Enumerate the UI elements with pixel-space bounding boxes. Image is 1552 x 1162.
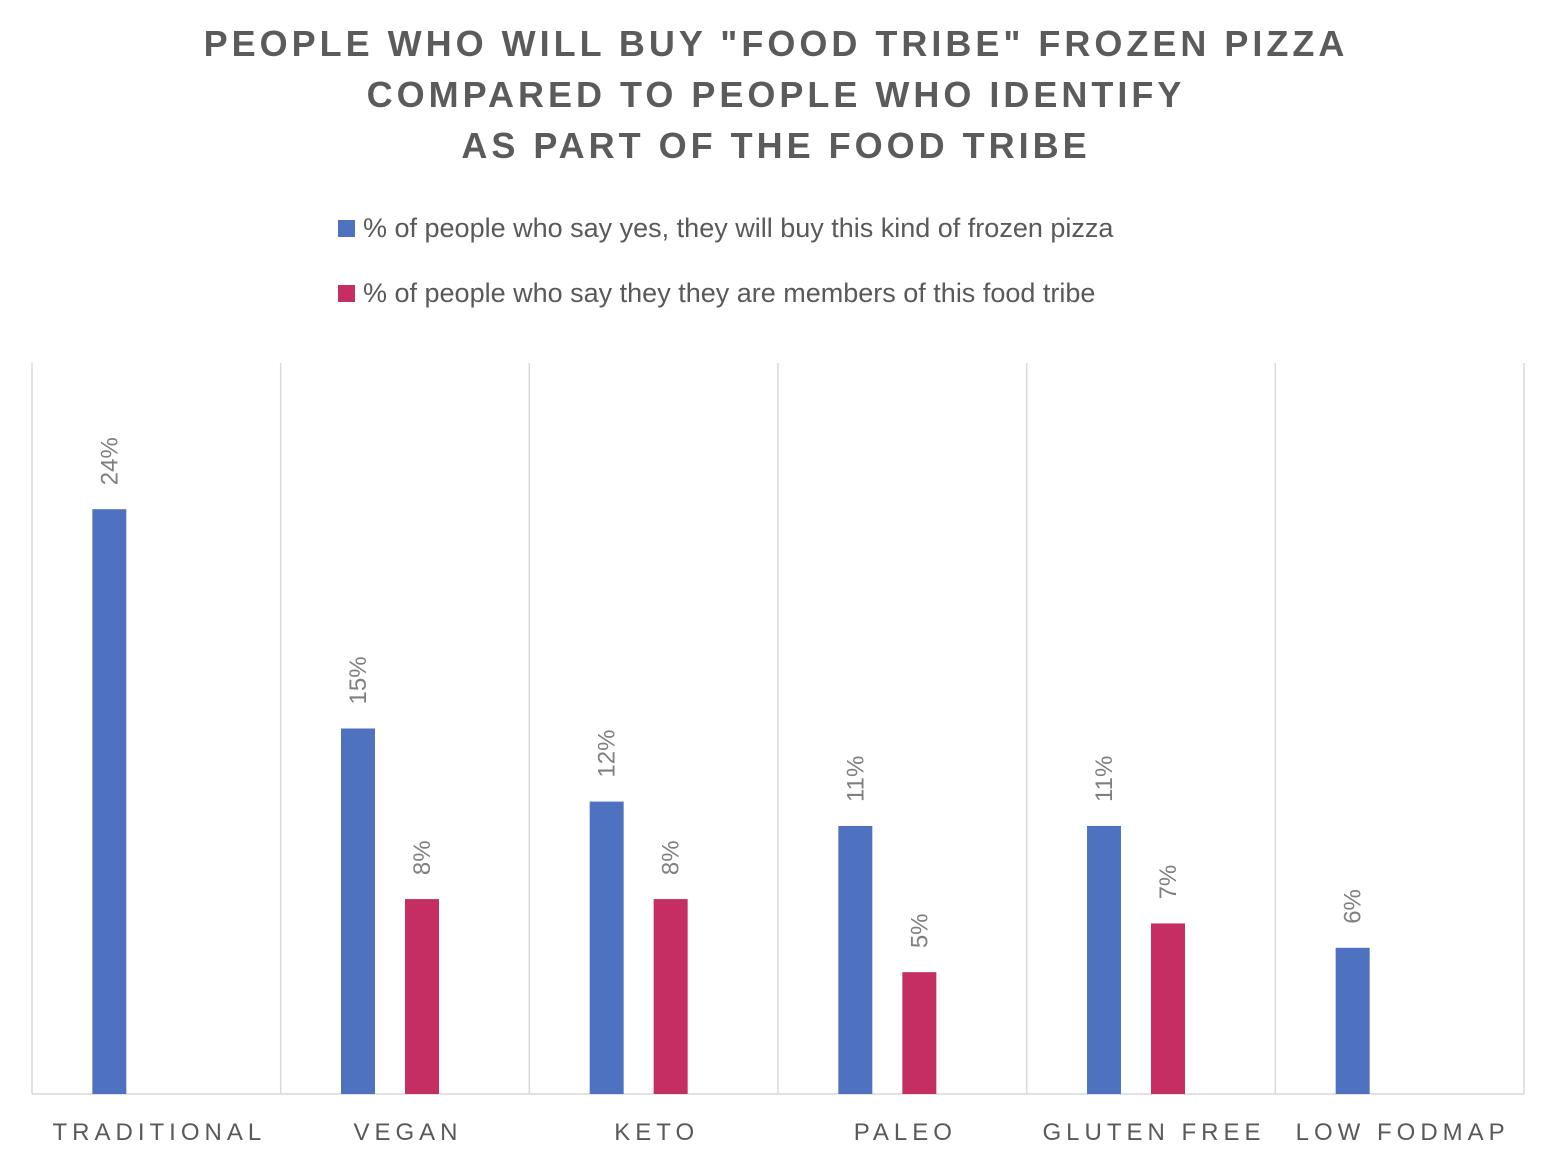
data-label-members-paleo: 5% — [906, 913, 933, 948]
legend-label-buy: % of people who say yes, they will buy t… — [363, 212, 1114, 243]
data-label-buy-vegan: 15% — [345, 656, 372, 704]
legend-swatch-members — [338, 284, 355, 302]
category-label-keto: KETO — [614, 1119, 699, 1146]
data-label-buy-traditional: 24% — [96, 437, 123, 485]
data-label-buy-paleo: 11% — [842, 756, 869, 802]
data-label-buy-low-fodmap: 6% — [1340, 889, 1367, 924]
data-label-members-vegan: 8% — [409, 840, 436, 875]
category-label-traditional: TRADITIONAL — [52, 1119, 266, 1146]
bar-members-gluten-free — [1151, 923, 1185, 1094]
legend-item-buy: % of people who say yes, they will buy t… — [338, 206, 1113, 250]
bar-buy-paleo — [838, 825, 873, 1094]
bar-buy-vegan — [341, 728, 375, 1094]
bar-members-vegan — [405, 899, 439, 1094]
bar-members-paleo — [902, 972, 937, 1094]
chart-title-line-3: AS PART OF THE FOOD TRIBE — [461, 125, 1091, 166]
data-label-members-gluten-free: 7% — [1155, 865, 1182, 900]
data-label-members-keto: 8% — [658, 840, 685, 875]
category-label-low-fodmap: LOW FODMAP — [1296, 1119, 1510, 1146]
data-label-buy-gluten-free: 11% — [1091, 756, 1118, 802]
legend-label-members: % of people who say they they are member… — [363, 277, 1096, 308]
bar-members-keto — [653, 899, 688, 1094]
legend-swatch-buy — [338, 219, 355, 237]
category-label-paleo: PALEO — [854, 1119, 957, 1146]
legend-item-members: % of people who say they they are member… — [338, 271, 1113, 315]
chart-title-line-2: COMPARED TO PEOPLE WHO IDENTIFY — [366, 74, 1186, 115]
data-label-buy-keto: 12% — [594, 730, 621, 778]
chart-legend: % of people who say yes, they will buy t… — [338, 206, 1113, 336]
category-label-gluten-free: GLUTEN FREE — [1042, 1119, 1265, 1146]
category-label-vegan: VEGAN — [353, 1119, 462, 1146]
bar-buy-low-fodmap — [1335, 947, 1370, 1094]
chart-title-line-1: PEOPLE WHO WILL BUY "FOOD TRIBE" FROZEN … — [203, 23, 1349, 64]
chart-title: PEOPLE WHO WILL BUY "FOOD TRIBE" FROZEN … — [0, 18, 1552, 171]
bar-buy-keto — [589, 801, 624, 1094]
bar-buy-traditional — [92, 509, 127, 1094]
bar-buy-gluten-free — [1087, 825, 1121, 1094]
